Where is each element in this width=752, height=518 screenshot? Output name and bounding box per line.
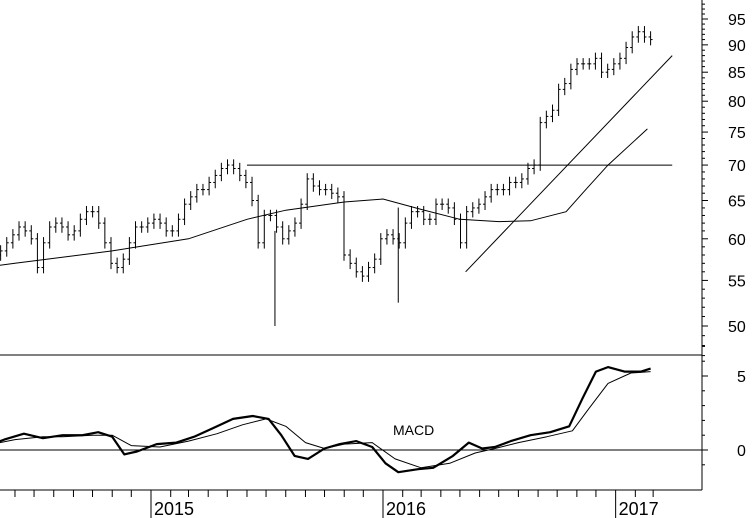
macd-annotation: MACD (393, 422, 434, 438)
price-tick-label: 60 (728, 232, 746, 249)
axis-frame (0, 0, 703, 491)
price-y-axis: 50 55 60 65 70 75 80 85 90 95 (702, 3, 746, 357)
price-overlays (0, 55, 673, 273)
year-label: 2015 (154, 499, 194, 518)
price-tick-label: 65 (728, 194, 746, 211)
price-tick-label: 95 (728, 12, 746, 29)
price-bars (0, 26, 653, 326)
price-tick-label: 90 (728, 38, 746, 55)
price-tick-label: 70 (728, 158, 746, 175)
moving-average-line (0, 128, 648, 266)
year-label: 2017 (619, 499, 659, 518)
price-tick-label: 80 (728, 94, 746, 111)
price-tick-label: 85 (728, 65, 746, 82)
price-tick-label: 55 (728, 273, 746, 290)
macd-signal-line (0, 371, 651, 469)
price-tick-label: 75 (728, 125, 746, 142)
macd-line (0, 366, 651, 474)
trend-line (465, 55, 673, 273)
macd-tick-label: 0 (737, 443, 746, 460)
macd-panel: MACD (0, 366, 702, 474)
date-axis: 2015 2016 2017 (14, 490, 659, 518)
macd-tick-label: 5 (737, 369, 746, 386)
year-label: 2016 (386, 499, 426, 518)
macd-y-axis: 05 (702, 345, 746, 466)
price-tick-label: 50 (728, 319, 746, 336)
